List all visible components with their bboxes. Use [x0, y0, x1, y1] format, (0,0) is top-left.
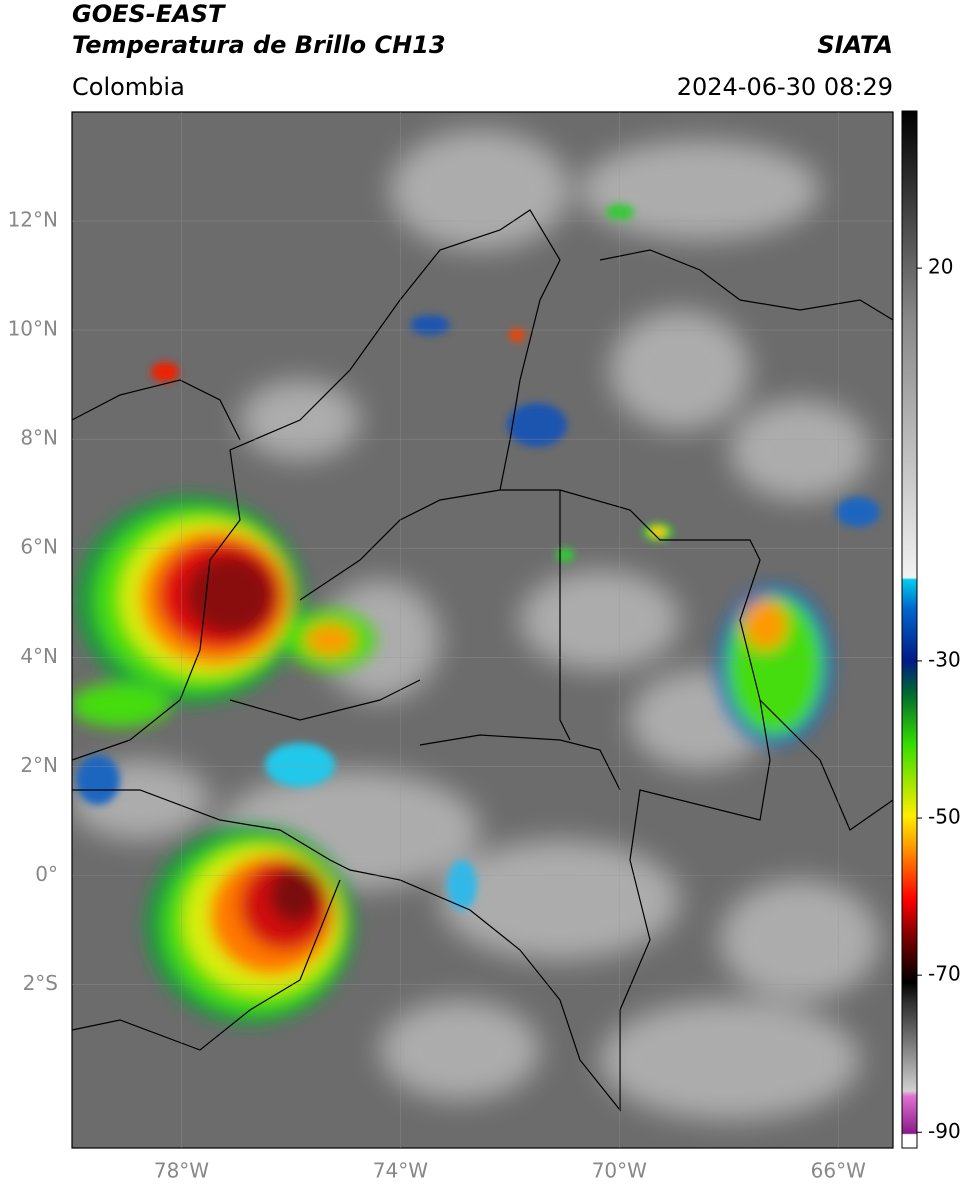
colorbar-tick-label: -30: [928, 647, 961, 671]
y-tick-label: 8°N: [20, 426, 58, 450]
colorbar-tick-label: 20: [928, 255, 953, 279]
y-tick-label: 2°N: [20, 753, 58, 777]
colorbar-tick-label: -50: [928, 805, 961, 829]
x-tick-label: 66°W: [811, 1159, 866, 1183]
x-tick-label: 70°W: [592, 1159, 647, 1183]
y-tick-label: 2°S: [23, 971, 58, 995]
colorbar: [901, 110, 918, 1149]
source: SIATA: [817, 31, 893, 59]
y-tick-label: 12°N: [8, 208, 58, 232]
region: Colombia: [72, 73, 185, 101]
title: GOES-EAST: [72, 0, 226, 28]
x-tick-label: 74°W: [373, 1159, 428, 1183]
y-tick-label: 4°N: [20, 644, 58, 668]
y-tick-label: 10°N: [8, 317, 58, 341]
colorbar-tick-label: -90: [928, 1119, 961, 1143]
y-tick-label: 0°: [35, 862, 58, 886]
timestamp: 2024-06-30 08:29: [677, 73, 893, 101]
subtitle: Temperatura de Brillo CH13: [72, 31, 446, 59]
map-frame: [71, 111, 894, 1149]
satellite-image: [72, 112, 893, 1148]
colorbar-tick-label: -70: [928, 962, 961, 986]
y-tick-label: 6°N: [20, 535, 58, 559]
x-tick-label: 78°W: [154, 1159, 209, 1183]
